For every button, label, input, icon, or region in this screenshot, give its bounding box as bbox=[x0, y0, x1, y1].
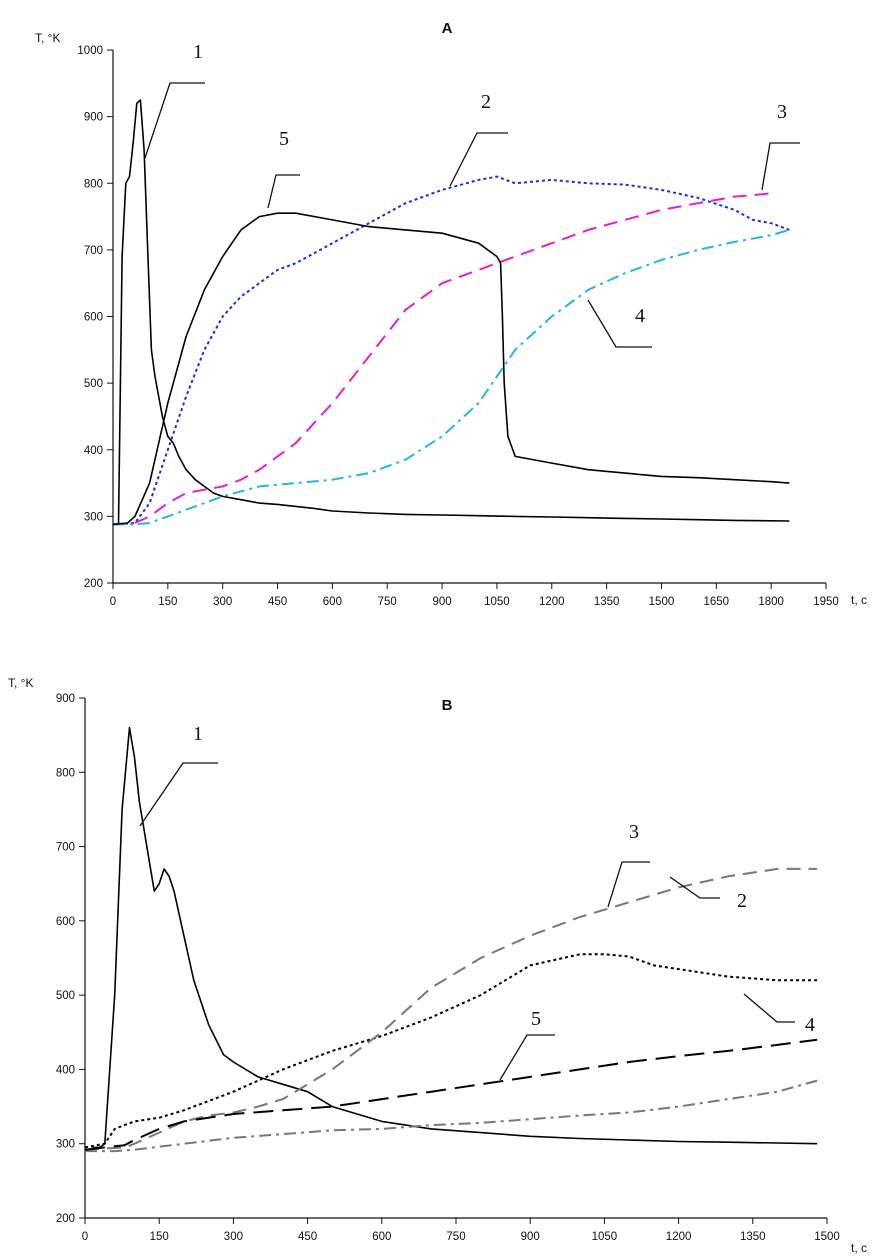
leader-line-3 bbox=[761, 142, 800, 191]
leader-line-4 bbox=[743, 993, 795, 1023]
x-tick-label: 1050 bbox=[592, 1231, 618, 1243]
series-2-line bbox=[84, 953, 818, 1149]
x-tick-label: 750 bbox=[378, 596, 397, 608]
leader-line-5 bbox=[499, 1034, 555, 1081]
series-4-line bbox=[113, 228, 790, 526]
series-1-line bbox=[113, 99, 790, 526]
leader-line-3 bbox=[607, 861, 650, 908]
y-tick-label: 200 bbox=[84, 578, 103, 590]
leader-line-4 bbox=[587, 299, 652, 348]
leader-line-5 bbox=[267, 174, 300, 209]
y-axis-title: T, °K bbox=[35, 31, 60, 45]
y-tick-label: 500 bbox=[56, 990, 75, 1002]
y-tick-label: 400 bbox=[56, 1064, 75, 1076]
y-axis-title: T, °K bbox=[8, 676, 33, 690]
x-tick-label: 300 bbox=[224, 1231, 243, 1243]
y-tick-label: 900 bbox=[84, 112, 103, 124]
curve-label-3: 3 bbox=[629, 821, 639, 843]
y-tick-label: 700 bbox=[56, 842, 75, 854]
y-tick-label: 700 bbox=[84, 245, 103, 257]
curve-label-1: 1 bbox=[193, 41, 203, 63]
y-tick-label: 600 bbox=[56, 916, 75, 928]
x-tick-label: 600 bbox=[372, 1231, 391, 1243]
y-tick-label: 300 bbox=[84, 511, 103, 523]
x-tick-label: 900 bbox=[432, 596, 451, 608]
x-tick-label: 1200 bbox=[666, 1231, 692, 1243]
panel-title: A bbox=[442, 20, 453, 37]
chart-panel-b: 200 300 400 500 600 700 800 900 0 150 300 450 600 750… bbox=[8, 676, 867, 1255]
y-tick-label: 200 bbox=[56, 1213, 75, 1225]
x-tick-label: 900 bbox=[521, 1231, 540, 1243]
x-tick-label: 1500 bbox=[814, 1231, 840, 1243]
y-tick-label: 800 bbox=[56, 767, 75, 779]
series-4-line bbox=[85, 1079, 818, 1153]
series-3-line bbox=[84, 867, 818, 1151]
x-tick-label: 1200 bbox=[539, 596, 565, 608]
x-tick-label: 1650 bbox=[704, 596, 730, 608]
curve-label-5: 5 bbox=[531, 1008, 541, 1030]
chart-panel-a: 200 300 400 500 600 700 800 900 1000 0 150 300 450 60… bbox=[35, 20, 867, 608]
x-tick-label: 1800 bbox=[758, 596, 784, 608]
panel-title: B bbox=[442, 697, 453, 714]
y-tick-label: 500 bbox=[84, 378, 103, 390]
y-tick-label: 600 bbox=[84, 312, 103, 324]
curve-label-5: 5 bbox=[279, 128, 289, 150]
x-tick-label: 600 bbox=[323, 596, 342, 608]
x-tick-label: 0 bbox=[82, 1231, 88, 1243]
x-tick-label: 450 bbox=[298, 1231, 317, 1243]
y-tick-label: 400 bbox=[84, 445, 103, 457]
curve-label-4: 4 bbox=[635, 305, 645, 327]
series-5-line bbox=[112, 212, 790, 526]
curve-label-4: 4 bbox=[805, 1014, 815, 1036]
x-tick-label: 300 bbox=[213, 596, 232, 608]
leader-line-1 bbox=[144, 82, 205, 159]
x-tick-label: 1350 bbox=[740, 1231, 766, 1243]
x-tick-label: 1500 bbox=[649, 596, 675, 608]
series-1-line bbox=[84, 726, 818, 1152]
curve-label-2: 2 bbox=[737, 890, 747, 912]
y-tick-label: 800 bbox=[84, 178, 103, 190]
x-axis-title: t, c bbox=[851, 1241, 867, 1255]
x-tick-label: 450 bbox=[268, 596, 287, 608]
x-tick-label: 1050 bbox=[484, 596, 510, 608]
series-3-line bbox=[112, 192, 772, 526]
y-tick-label: 300 bbox=[56, 1139, 75, 1151]
curve-label-3: 3 bbox=[777, 101, 787, 123]
curve-label-2: 2 bbox=[481, 91, 491, 113]
x-tick-label: 750 bbox=[446, 1231, 465, 1243]
x-axis-title: t, c bbox=[851, 593, 867, 607]
series-5-line bbox=[84, 1038, 818, 1151]
series-2-line bbox=[112, 175, 790, 526]
x-tick-label: 1950 bbox=[813, 596, 839, 608]
leader-line-2 bbox=[449, 132, 508, 187]
leader-line-2 bbox=[669, 876, 720, 899]
y-tick-label: 900 bbox=[56, 693, 75, 705]
y-tick-label: 1000 bbox=[77, 45, 103, 57]
x-tick-label: 150 bbox=[150, 1231, 169, 1243]
x-tick-label: 150 bbox=[158, 596, 177, 608]
curve-label-1: 1 bbox=[193, 723, 203, 745]
leader-line-1 bbox=[139, 762, 218, 827]
x-tick-label: 0 bbox=[110, 596, 116, 608]
x-tick-label: 1350 bbox=[594, 596, 620, 608]
